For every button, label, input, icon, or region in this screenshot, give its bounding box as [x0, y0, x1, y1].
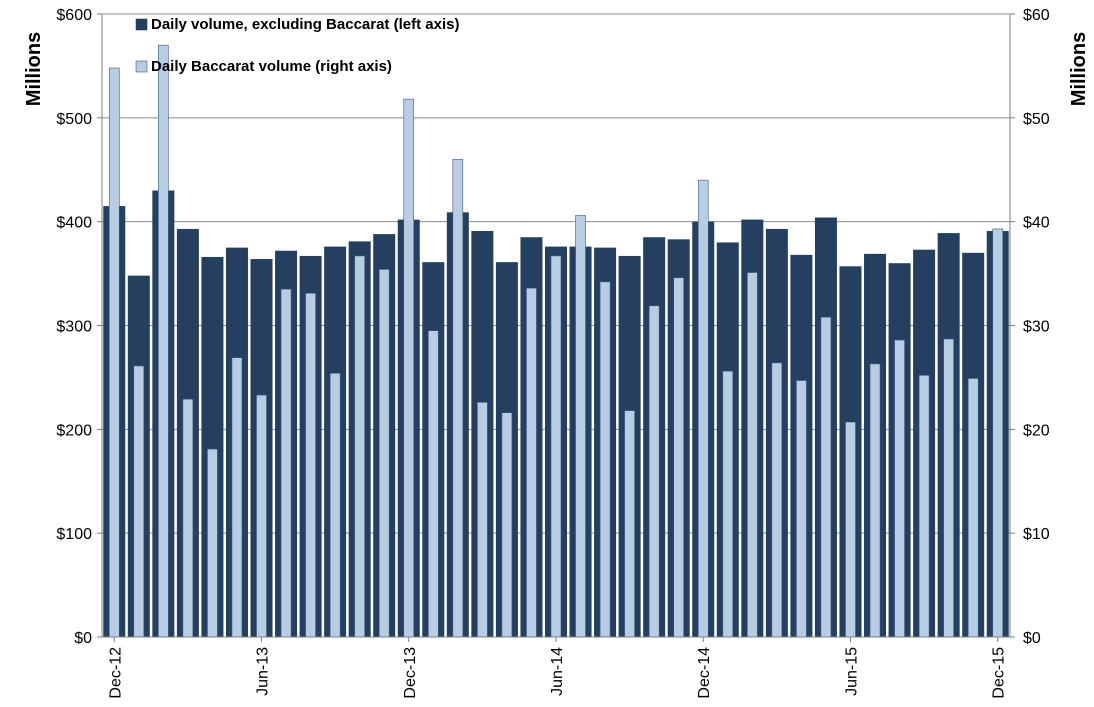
x-tick-label: Dec-12: [107, 647, 124, 699]
x-tick-label: Jun-15: [843, 647, 860, 696]
left-axis-ticks: $0 $100 $200 $300 $400 $500 $600: [56, 7, 102, 647]
bar-baccarat-volume: [648, 305, 660, 638]
bar-baccarat-volume: [943, 338, 954, 638]
x-tick-label: Jun-14: [549, 647, 566, 696]
bar-baccarat-volume: [820, 316, 832, 638]
bar-baccarat-volume: [722, 370, 734, 638]
left-tick-label: $500: [56, 111, 92, 128]
bar-baccarat-volume: [256, 394, 267, 638]
bar-baccarat-volume: [599, 281, 611, 638]
right-tick-label: $30: [1023, 319, 1050, 336]
bar-baccarat-volume: [427, 330, 439, 638]
legend-label-main: Daily volume, excluding Baccarat (left a…: [151, 16, 459, 33]
bar-baccarat-volume: [967, 378, 979, 638]
bar-baccarat-volume: [452, 159, 464, 638]
bar-baccarat-volume: [108, 67, 120, 638]
x-tick-label: Dec-15: [991, 647, 1008, 699]
left-tick-label: $400: [56, 215, 92, 232]
bar-baccarat-volume: [158, 44, 169, 638]
x-tick-label: Jun-13: [255, 647, 272, 696]
bar-baccarat-volume: [845, 421, 856, 638]
right-tick-label: $50: [1023, 111, 1050, 128]
bar-baccarat-volume: [992, 228, 1004, 638]
x-tick-label: Dec-13: [402, 647, 419, 699]
bar-baccarat-volume: [771, 362, 783, 638]
bar-baccarat-volume: [673, 277, 685, 638]
bar-baccarat-volume: [378, 269, 390, 638]
bar-baccarat-volume: [501, 412, 513, 638]
bar-baccarat-volume: [550, 255, 562, 638]
bar-baccarat-volume: [280, 288, 292, 638]
right-tick-label: $10: [1023, 526, 1050, 543]
left-tick-label: $200: [56, 422, 92, 439]
left-axis-title: Millions: [23, 32, 45, 106]
bar-main-volume: [201, 256, 224, 637]
bar-baccarat-volume: [133, 365, 145, 638]
left-tick-label: $100: [56, 526, 92, 543]
baccarat-volume-bars: [108, 44, 1004, 638]
right-tick-label: $60: [1023, 7, 1050, 24]
right-tick-label: $0: [1023, 630, 1041, 647]
bar-baccarat-volume: [918, 375, 930, 638]
bar-baccarat-volume: [403, 98, 415, 638]
legend: Daily volume, excluding Baccarat (left a…: [135, 16, 459, 75]
bar-baccarat-volume: [894, 339, 905, 638]
bar-baccarat-volume: [231, 357, 243, 638]
bar-baccarat-volume: [477, 402, 488, 638]
left-tick-label: $300: [56, 319, 92, 336]
bar-baccarat-volume: [747, 272, 758, 638]
right-tick-label: $40: [1023, 215, 1050, 232]
bar-baccarat-volume: [329, 372, 341, 638]
right-axis-title: Millions: [1068, 32, 1090, 106]
left-tick-label: $0: [74, 630, 92, 647]
legend-swatch-main: [135, 18, 148, 31]
right-axis-ticks: $0 $10 $20 $30 $40 $50 $60: [1010, 7, 1050, 647]
right-tick-label: $20: [1023, 422, 1050, 439]
bar-baccarat-volume: [526, 287, 537, 638]
bar-baccarat-volume: [575, 215, 586, 638]
x-tick-label: Dec-14: [696, 647, 713, 699]
bar-baccarat-volume: [869, 363, 881, 638]
x-axis-ticks: Dec-12 Jun-13 Dec-13 Jun-14 Dec-14 Jun-15 Dec-…: [107, 637, 1008, 699]
bar-baccarat-volume: [624, 410, 635, 638]
left-tick-label: $600: [56, 7, 92, 24]
bar-baccarat-volume: [182, 398, 194, 638]
bar-baccarat-volume: [207, 448, 218, 638]
bar-baccarat-volume: [354, 255, 365, 638]
bar-baccarat-volume: [305, 293, 316, 638]
legend-swatch-baccarat: [135, 60, 148, 73]
bar-baccarat-volume: [796, 380, 807, 638]
legend-label-baccarat: Daily Baccarat volume (right axis): [151, 58, 392, 75]
bar-baccarat-volume: [697, 179, 709, 638]
